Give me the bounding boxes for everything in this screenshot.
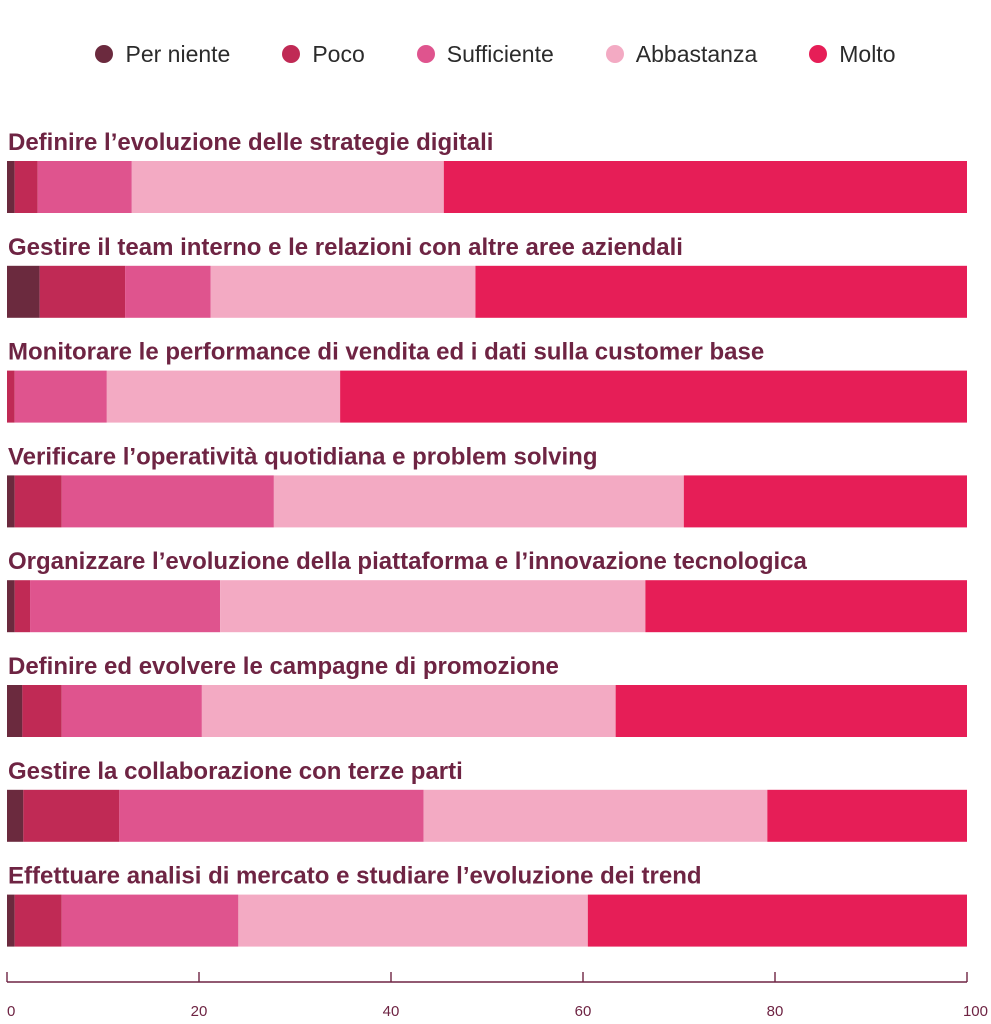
bar-segment [7,265,40,318]
bar-segment [7,475,15,528]
legend-marker [809,45,828,63]
bar-segment [273,475,684,528]
x-tick-label: 0 [7,1003,15,1020]
category-label: Definire l’evoluzione delle strategie di… [8,129,493,156]
bar-segment [30,580,221,633]
bar-segment [14,161,38,213]
category-label: Organizzare l’evoluzione della piattafor… [8,548,807,575]
legend-item: Per niente [95,41,230,68]
bar-segment [7,789,24,842]
bar-segment [7,685,23,737]
legend-item: Poco [282,40,365,68]
legend-label: Per niente [125,40,231,67]
x-tick-label: 80 [767,1003,784,1020]
category-label: Effettuare analisi di mercato e studiare… [8,863,702,890]
legend-marker [416,45,435,63]
category-label: Definire ed evolvere le campagne di prom… [8,653,559,680]
legend: Per niente Poco Sufficiente Abbastanza Molto [0,36,991,72]
bar-segment [645,580,967,633]
bar-segment [14,475,62,528]
x-tick-label: 40 [383,1003,400,1020]
bar-segment [39,265,126,318]
bar-segment [61,685,202,737]
category-label: Monitorare le performance di vendita ed … [8,339,764,366]
bar-segment [7,580,15,633]
legend-marker [605,45,624,63]
bar-segment [7,894,15,947]
bar-segment [423,789,768,842]
x-tick-label: 60 [575,1003,592,1020]
x-tick-label: 20 [191,1003,208,1020]
legend-label: Molto [839,40,896,67]
legend-label: Sufficiente [446,40,554,67]
bar-segment [615,685,967,737]
category-label: Gestire il team interno e le relazioni c… [8,234,683,261]
bar-segment [587,894,967,947]
category-label: Verificare l’operatività quotidiana e pr… [8,443,598,470]
bar-segment [61,475,274,528]
bar-segment [475,265,967,318]
bar-segment [201,685,616,737]
bar-segment [125,265,211,318]
bar-segment [7,161,15,213]
bar-segment [14,894,62,947]
legend-item: Molto [809,40,896,68]
bar-segment [767,789,967,842]
bar-segment [443,161,967,213]
legend-item: Sufficiente [416,40,554,68]
x-tick-label: 100 [963,1003,988,1020]
bar-segment [14,370,107,423]
bar-segment [22,685,62,737]
bar-segment [210,265,476,318]
legend-item: Abbastanza [605,40,758,68]
bar-segment [37,161,132,213]
legend-label: Abbastanza [635,40,758,67]
legend-marker [282,45,301,63]
bar-segment [7,370,15,423]
bar-segment [61,894,239,947]
legend-label: Poco [312,40,365,67]
legend-marker [95,45,114,63]
bar-segment [14,580,31,633]
bar-segment [220,580,646,633]
bar-segment [238,894,588,947]
bar-segment [340,370,967,423]
category-label: Gestire la collaborazione con terze part… [8,758,463,785]
bar-segment [683,475,967,528]
bar-segment [23,789,120,842]
bar-segment [131,161,444,213]
bar-segment [106,370,341,423]
bar-segment [119,789,424,842]
